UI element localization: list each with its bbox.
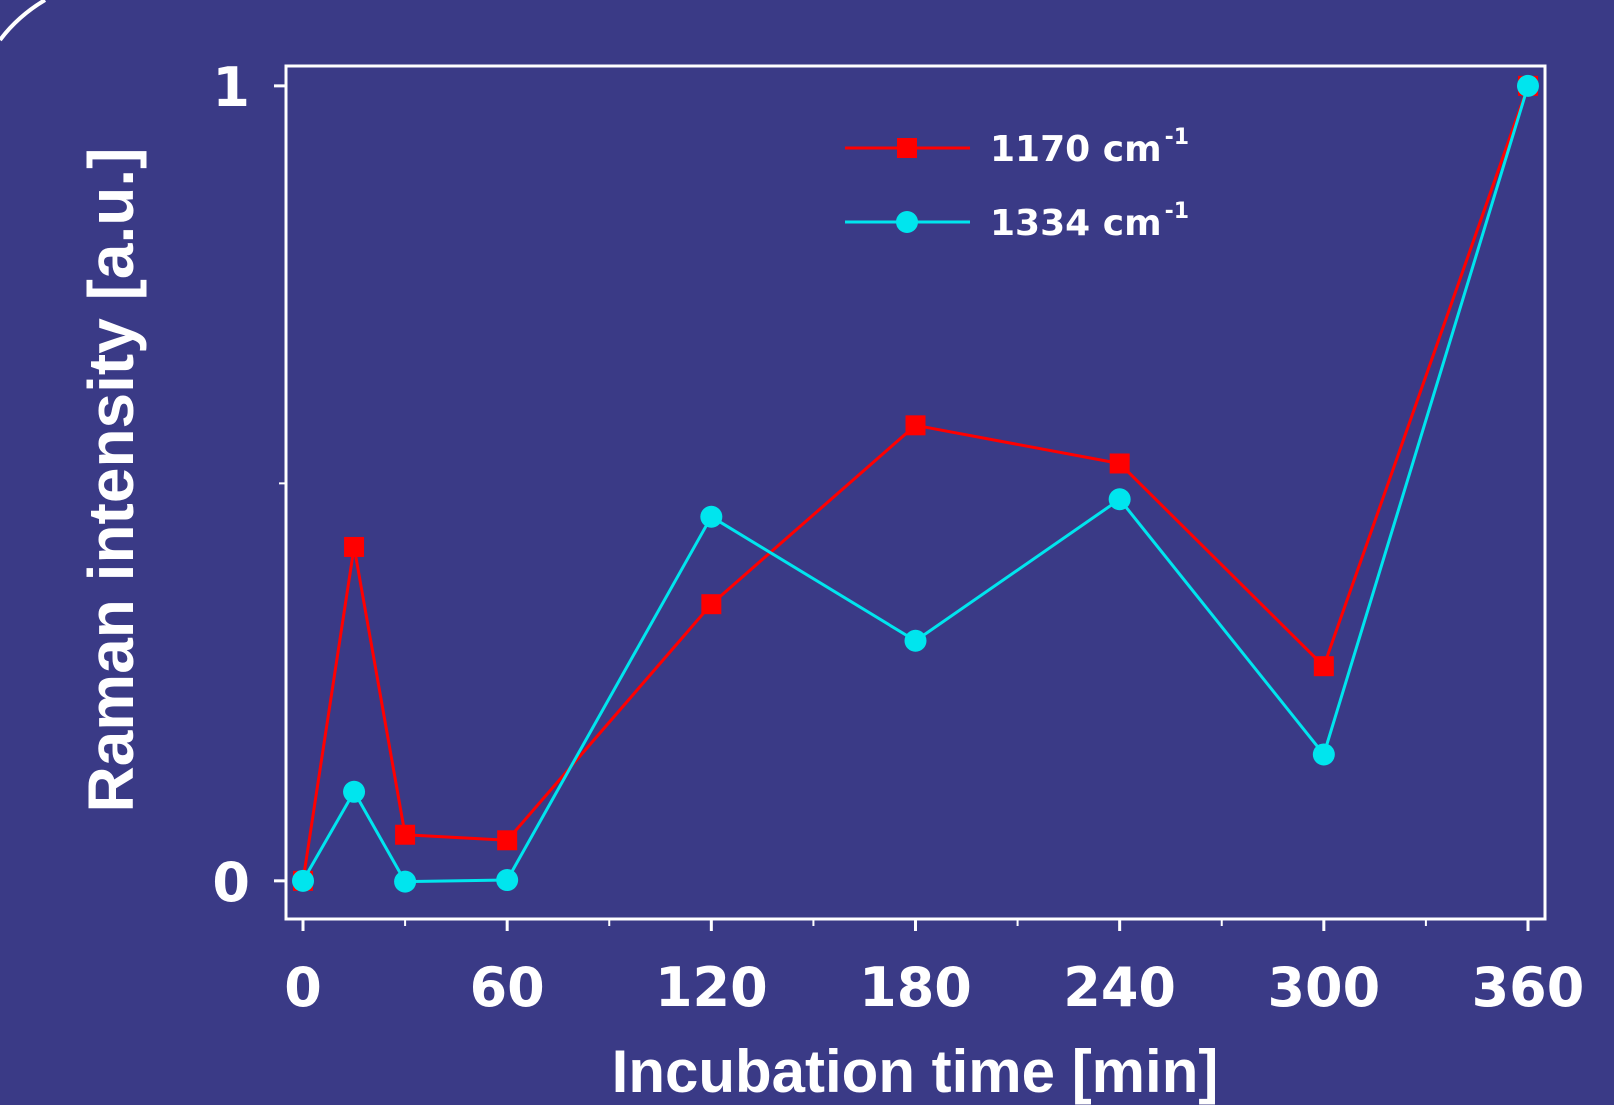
- y-axis-label: Raman intensity [a.u.]: [75, 148, 147, 813]
- x-tick-label: 240: [1063, 956, 1176, 1019]
- data-point-square: [1314, 656, 1334, 676]
- data-point-square: [1110, 453, 1130, 473]
- legend-marker-square: [897, 138, 917, 158]
- series-line-1: [303, 86, 1528, 882]
- data-point-circle: [905, 630, 927, 652]
- x-axis-ticks: 0 60 120 180 240 300 360: [284, 919, 1584, 1019]
- y-tick-label: 1: [212, 56, 250, 119]
- series-layer: [292, 75, 1539, 893]
- data-point-square: [344, 537, 364, 557]
- data-point-circle: [394, 871, 416, 893]
- x-tick-label: 360: [1472, 956, 1585, 1019]
- legend-label: 1334 cm: [990, 203, 1162, 244]
- data-point-circle: [1517, 75, 1539, 97]
- data-point-circle: [343, 781, 365, 803]
- x-tick-label: 60: [470, 956, 545, 1019]
- legend-label-superscript: -1: [1165, 199, 1189, 224]
- legend-label: 1170 cm: [990, 129, 1162, 170]
- data-point-circle: [700, 506, 722, 528]
- y-axis-ticks: 01: [212, 56, 286, 914]
- x-tick-label: 300: [1267, 956, 1380, 1019]
- data-point-square: [497, 830, 517, 850]
- legend-label-superscript: -1: [1165, 125, 1189, 150]
- data-point-circle: [292, 870, 314, 892]
- x-tick-label: 120: [655, 956, 768, 1019]
- legend-marker-circle: [896, 211, 918, 233]
- data-point-circle: [496, 869, 518, 891]
- data-point-square: [395, 825, 415, 845]
- data-point-square: [906, 415, 926, 435]
- x-tick-label: 180: [859, 956, 972, 1019]
- corner-arc-decoration: [0, 0, 45, 40]
- data-point-square: [701, 594, 721, 614]
- y-tick-label: 0: [212, 851, 250, 914]
- series-line-0: [303, 86, 1528, 881]
- data-point-circle: [1109, 488, 1131, 510]
- x-axis-label: Incubation time [min]: [612, 1038, 1219, 1105]
- data-point-circle: [1313, 743, 1335, 765]
- plot-frame: [286, 66, 1545, 919]
- x-tick-label: 0: [284, 956, 322, 1019]
